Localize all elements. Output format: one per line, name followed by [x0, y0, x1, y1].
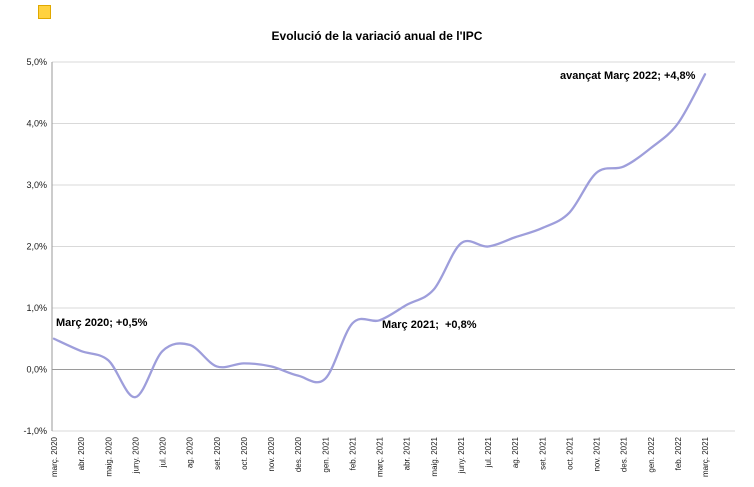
x-tick-label: nov. 2021	[593, 436, 602, 471]
x-tick-label: març. 2021	[701, 436, 710, 477]
x-tick-label: març. 2021	[376, 436, 385, 477]
yellow-cell-marker	[38, 5, 51, 19]
y-tick-label: 4,0%	[26, 119, 47, 129]
x-tick-label: feb. 2022	[674, 436, 683, 470]
x-tick-label: feb. 2021	[348, 436, 357, 470]
x-tick-label: juny. 2021	[457, 436, 466, 474]
x-tick-label: abr. 2020	[77, 436, 86, 470]
y-tick-label: 3,0%	[26, 180, 47, 190]
x-tick-label: ag. 2021	[511, 436, 520, 468]
chart-title: Evolució de la variació anual de l'IPC	[271, 29, 483, 43]
x-tick-label: des. 2020	[294, 436, 303, 472]
x-tick-label: maig. 2020	[104, 436, 113, 476]
y-tick-label: 1,0%	[26, 303, 47, 313]
x-tick-label: oct. 2020	[240, 436, 249, 469]
x-tick-label: abr. 2021	[403, 436, 412, 470]
y-tick-label: -1,0%	[23, 426, 47, 436]
x-tick-label: des. 2021	[620, 436, 629, 472]
x-tick-label: set. 2021	[538, 436, 547, 469]
x-tick-label: maig. 2021	[430, 436, 439, 476]
x-tick-label: nov. 2020	[267, 436, 276, 471]
x-tick-label: jul. 2021	[484, 436, 493, 468]
x-tick-label: ag. 2020	[186, 436, 195, 468]
x-tick-label: set. 2020	[213, 436, 222, 469]
y-tick-label: 2,0%	[26, 242, 47, 252]
x-tick-label: gen. 2021	[321, 436, 330, 472]
y-tick-label: 5,0%	[26, 57, 47, 67]
annotation-marc-2020: Març 2020; +0,5%	[56, 317, 148, 329]
y-tick-label: 0,0%	[26, 365, 47, 375]
ipc-series-line	[52, 73, 707, 399]
annotation-avancat-marc-2022: avançat Març 2022; +4,8%	[560, 70, 696, 82]
x-tick-label: jul. 2020	[159, 436, 168, 468]
x-tick-label: oct. 2021	[565, 436, 574, 469]
annotation-marc-2021: Març 2021; +0,8%	[382, 319, 477, 331]
x-tick-label: gen. 2022	[647, 436, 656, 472]
x-tick-label: juny. 2020	[131, 436, 140, 474]
x-tick-label: març. 2020	[50, 436, 59, 477]
